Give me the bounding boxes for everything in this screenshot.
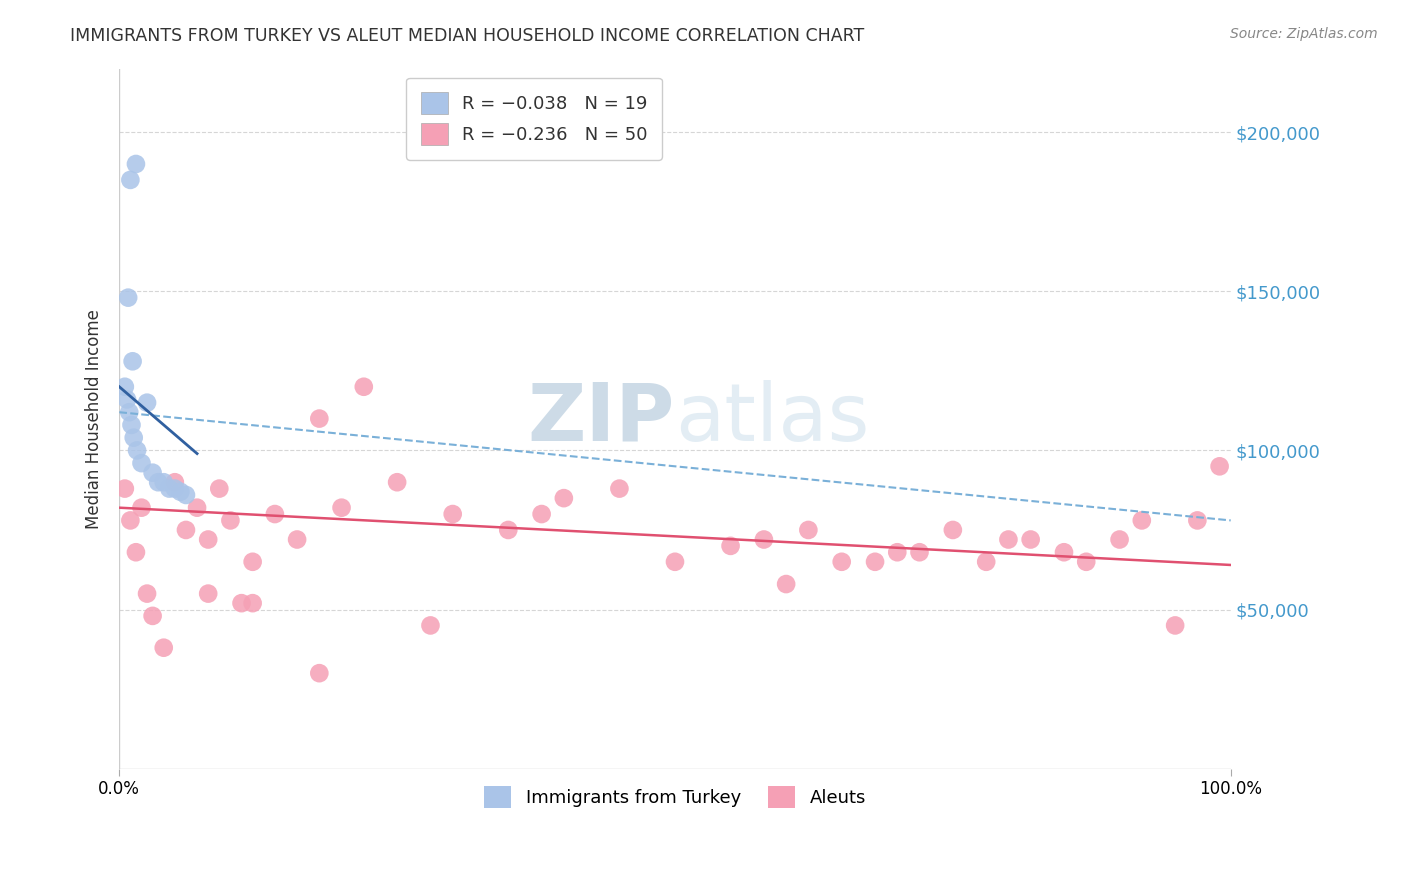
Point	[831, 555, 853, 569]
Point	[1130, 513, 1153, 527]
Text: IMMIGRANTS FROM TURKEY VS ALEUT MEDIAN HOUSEHOLD INCOME CORRELATION CHART: IMMIGRANTS FROM TURKEY VS ALEUT MEDIAN H…	[70, 27, 865, 45]
Point	[114, 380, 136, 394]
Point	[152, 475, 174, 490]
Point	[530, 507, 553, 521]
Point	[142, 466, 165, 480]
Point	[330, 500, 353, 515]
Point	[498, 523, 520, 537]
Point	[285, 533, 308, 547]
Point	[146, 475, 169, 490]
Point	[1053, 545, 1076, 559]
Point	[1208, 459, 1230, 474]
Point	[1019, 533, 1042, 547]
Point	[308, 411, 330, 425]
Point	[142, 608, 165, 623]
Point	[152, 640, 174, 655]
Point	[197, 533, 219, 547]
Point	[1164, 618, 1187, 632]
Point	[136, 395, 159, 409]
Point	[125, 157, 148, 171]
Point	[609, 482, 631, 496]
Point	[242, 596, 264, 610]
Point	[997, 533, 1019, 547]
Point	[197, 586, 219, 600]
Point	[131, 500, 153, 515]
Point	[553, 491, 575, 505]
Point	[120, 513, 142, 527]
Point	[114, 482, 136, 496]
Point	[125, 443, 148, 458]
Point	[308, 666, 330, 681]
Point	[1076, 555, 1098, 569]
Point	[121, 417, 143, 432]
Point	[231, 596, 253, 610]
Point	[720, 539, 742, 553]
Point	[264, 507, 287, 521]
Point	[118, 405, 141, 419]
Point	[242, 555, 264, 569]
Point	[775, 577, 797, 591]
Text: Source: ZipAtlas.com: Source: ZipAtlas.com	[1230, 27, 1378, 41]
Point	[121, 354, 143, 368]
Point	[353, 380, 375, 394]
Text: ZIP: ZIP	[527, 380, 675, 458]
Point	[117, 291, 139, 305]
Point	[174, 488, 197, 502]
Point	[942, 523, 965, 537]
Point	[120, 173, 142, 187]
Point	[115, 392, 138, 407]
Point	[1187, 513, 1209, 527]
Point	[419, 618, 441, 632]
Text: atlas: atlas	[675, 380, 869, 458]
Point	[441, 507, 464, 521]
Point	[131, 456, 153, 470]
Point	[163, 482, 186, 496]
Point	[974, 555, 997, 569]
Y-axis label: Median Household Income: Median Household Income	[86, 309, 103, 529]
Point	[752, 533, 775, 547]
Point	[163, 475, 186, 490]
Point	[125, 545, 148, 559]
Point	[174, 523, 197, 537]
Point	[908, 545, 931, 559]
Point	[122, 431, 145, 445]
Point	[385, 475, 408, 490]
Legend: Immigrants from Turkey, Aleuts: Immigrants from Turkey, Aleuts	[477, 779, 873, 815]
Point	[664, 555, 686, 569]
Point	[1108, 533, 1130, 547]
Point	[157, 482, 180, 496]
Point	[797, 523, 820, 537]
Point	[208, 482, 231, 496]
Point	[863, 555, 886, 569]
Point	[219, 513, 242, 527]
Point	[886, 545, 908, 559]
Point	[186, 500, 208, 515]
Point	[169, 484, 191, 499]
Point	[136, 586, 159, 600]
